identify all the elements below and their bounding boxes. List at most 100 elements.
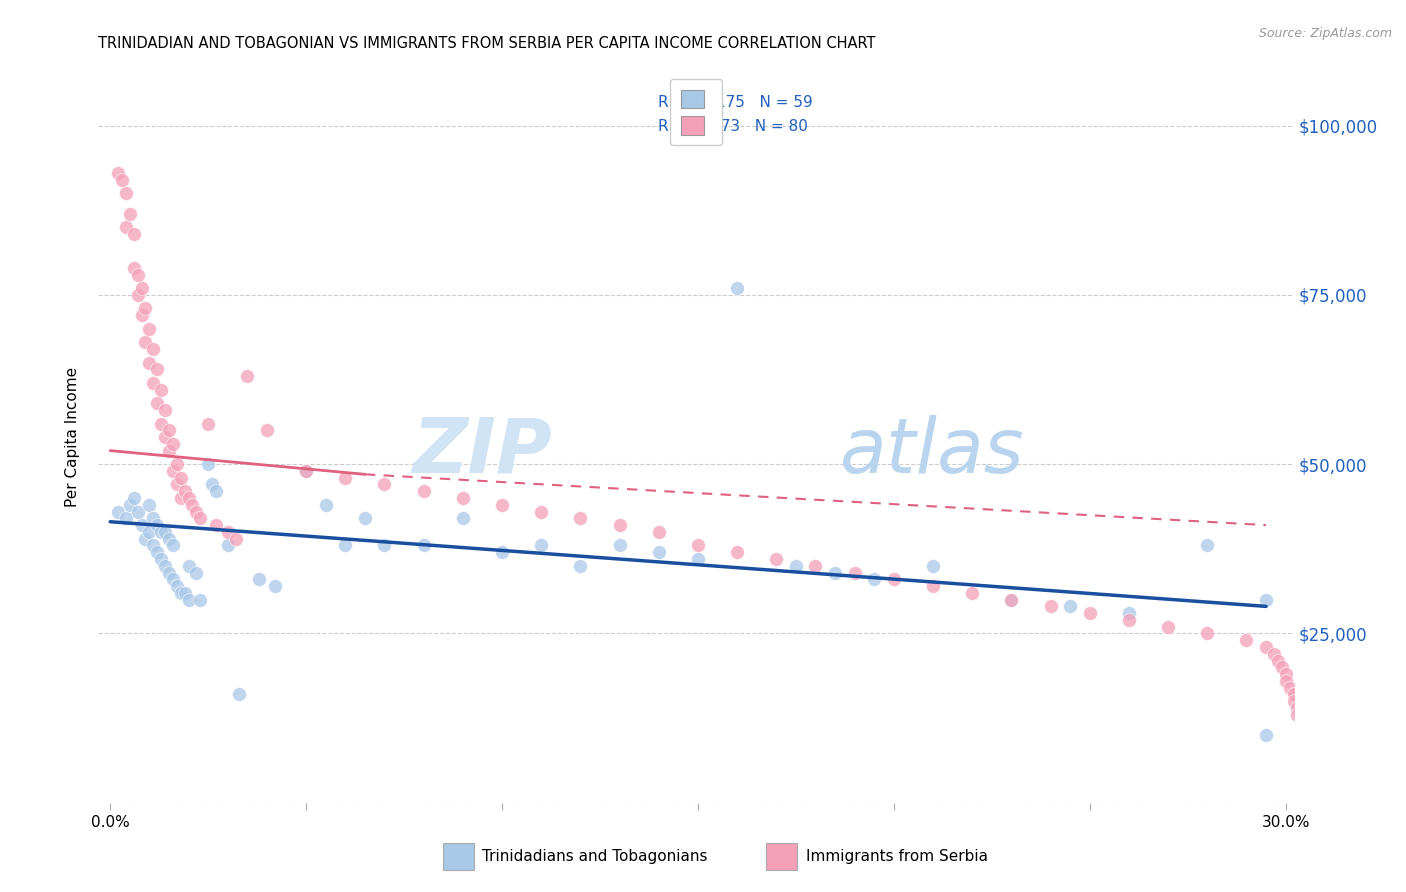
- Point: [122, 491, 145, 505]
- Point: [127, 288, 149, 302]
- Point: [1286, 707, 1309, 722]
- Point: [173, 484, 195, 499]
- Point: [173, 586, 195, 600]
- Text: R = -0.073   N = 80: R = -0.073 N = 80: [658, 120, 807, 135]
- Point: [162, 464, 184, 478]
- Point: [131, 518, 153, 533]
- Point: [228, 688, 250, 702]
- Text: TRINIDADIAN AND TOBAGONIAN VS IMMIGRANTS FROM SERBIA PER CAPITA INCOME CORRELATI: TRINIDADIAN AND TOBAGONIAN VS IMMIGRANTS…: [98, 36, 876, 51]
- Point: [236, 369, 259, 384]
- Point: [188, 511, 211, 525]
- Point: [131, 281, 153, 295]
- Point: [153, 430, 176, 444]
- Point: [177, 558, 200, 573]
- Point: [138, 524, 160, 539]
- Point: [107, 166, 129, 180]
- Point: [1254, 592, 1277, 607]
- Text: Trinidadians and Tobagonians: Trinidadians and Tobagonians: [482, 849, 707, 863]
- Point: [1254, 728, 1277, 742]
- Point: [725, 281, 748, 295]
- Point: [412, 538, 434, 552]
- Point: [153, 403, 176, 417]
- Point: [1274, 667, 1296, 681]
- Point: [765, 552, 787, 566]
- Point: [134, 335, 156, 350]
- Point: [295, 464, 318, 478]
- Point: [960, 586, 983, 600]
- Legend: , : ,: [671, 79, 721, 145]
- Point: [177, 491, 200, 505]
- Point: [1197, 538, 1219, 552]
- Point: [491, 545, 513, 559]
- Point: [263, 579, 285, 593]
- Point: [725, 545, 748, 559]
- Point: [134, 301, 156, 316]
- Point: [197, 457, 219, 471]
- Point: [157, 423, 180, 437]
- Point: [1267, 654, 1289, 668]
- Text: Immigrants from Serbia: Immigrants from Serbia: [806, 849, 987, 863]
- Point: [569, 558, 592, 573]
- Point: [686, 538, 709, 552]
- Point: [412, 484, 434, 499]
- Point: [1282, 694, 1305, 708]
- Point: [648, 545, 671, 559]
- Point: [315, 498, 337, 512]
- Point: [1274, 673, 1296, 688]
- Point: [1078, 606, 1101, 620]
- Point: [146, 362, 169, 376]
- Point: [335, 538, 357, 552]
- Point: [217, 538, 239, 552]
- Point: [138, 322, 160, 336]
- Point: [170, 491, 193, 505]
- Point: [1118, 606, 1140, 620]
- Point: [922, 579, 945, 593]
- Point: [138, 498, 160, 512]
- Point: [1236, 633, 1258, 648]
- Point: [335, 471, 357, 485]
- Point: [131, 308, 153, 322]
- Point: [127, 505, 149, 519]
- Point: [295, 464, 318, 478]
- Point: [157, 566, 180, 580]
- Point: [883, 572, 905, 586]
- Point: [804, 558, 827, 573]
- Point: [115, 220, 138, 235]
- Point: [1000, 592, 1022, 607]
- Point: [1263, 647, 1285, 661]
- Point: [146, 396, 169, 410]
- Point: [142, 538, 165, 552]
- Point: [150, 552, 173, 566]
- Point: [166, 579, 188, 593]
- Point: [1254, 640, 1277, 654]
- Point: [107, 505, 129, 519]
- Point: [170, 586, 193, 600]
- Point: [122, 227, 145, 241]
- Point: [217, 524, 239, 539]
- Point: [1197, 626, 1219, 640]
- Point: [785, 558, 807, 573]
- Point: [373, 538, 395, 552]
- Point: [157, 532, 180, 546]
- Point: [844, 566, 866, 580]
- Point: [142, 511, 165, 525]
- Point: [188, 592, 211, 607]
- Point: [181, 498, 204, 512]
- Point: [134, 532, 156, 546]
- Point: [138, 355, 160, 369]
- Point: [150, 417, 173, 431]
- Point: [205, 484, 228, 499]
- Text: atlas: atlas: [839, 415, 1024, 489]
- Point: [127, 268, 149, 282]
- Point: [1000, 592, 1022, 607]
- Point: [162, 538, 184, 552]
- Point: [150, 524, 173, 539]
- Point: [247, 572, 270, 586]
- Point: [142, 376, 165, 390]
- Point: [609, 538, 631, 552]
- Point: [824, 566, 846, 580]
- Point: [162, 437, 184, 451]
- Point: [115, 511, 138, 525]
- Point: [1118, 613, 1140, 627]
- Text: ZIP: ZIP: [413, 415, 553, 489]
